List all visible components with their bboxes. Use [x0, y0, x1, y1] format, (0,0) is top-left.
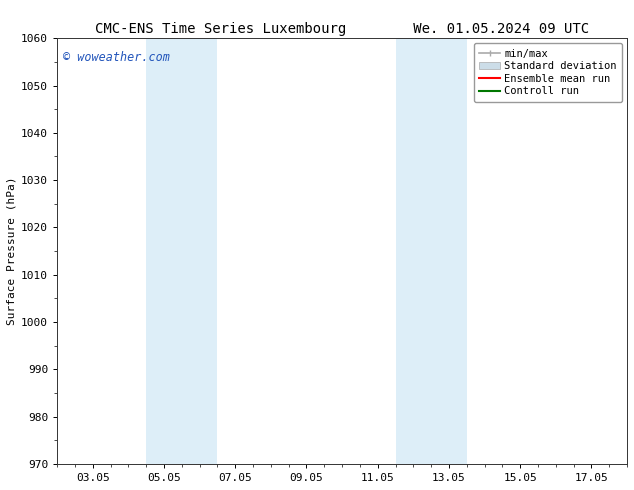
Bar [146, 38, 217, 464]
Legend: min/max, Standard deviation, Ensemble mean run, Controll run: min/max, Standard deviation, Ensemble me… [474, 44, 622, 101]
Bar [396, 38, 467, 464]
Y-axis label: Surface Pressure (hPa): Surface Pressure (hPa) [7, 177, 17, 325]
Title: CMC-ENS Time Series Luxembourg        We. 01.05.2024 09 UTC: CMC-ENS Time Series Luxembourg We. 01.05… [95, 22, 589, 36]
Text: © woweather.com: © woweather.com [63, 51, 170, 64]
